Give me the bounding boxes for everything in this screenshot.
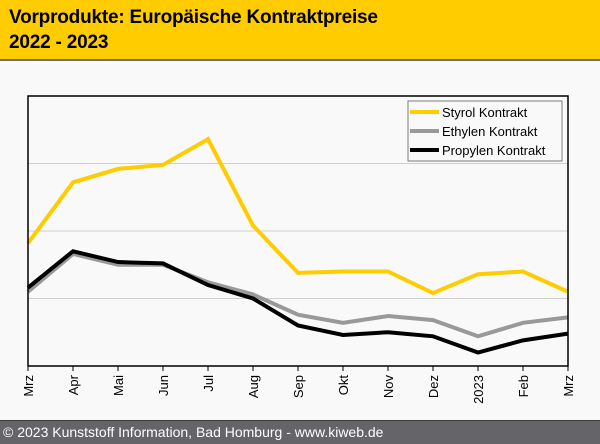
legend-label: Ethylen Kontrakt <box>442 124 538 139</box>
series-line-styrol-kontrakt <box>26 136 569 296</box>
x-tick-label: Sep <box>291 375 306 398</box>
copyright-footer: © 2023 Kunststoff Information, Bad Hombu… <box>0 420 600 444</box>
x-tick-label: Nov <box>381 375 396 399</box>
x-tick-label: Mrz <box>21 375 36 397</box>
x-tick-label: Jul <box>201 375 216 392</box>
chart-header: Vorprodukte: Europäische Kontraktpreise … <box>0 0 600 61</box>
line-chart: Mrz Apr Mai Jun Jul Aug Sep Okt Nov Dez 2023 Feb Mrz… <box>21 95 576 404</box>
x-axis: Mrz Apr Mai Jun Jul Aug Sep Okt Nov Dez 2023 Feb Mrz <box>21 366 576 404</box>
x-tick-label: Jun <box>156 375 171 396</box>
legend: Styrol Kontrakt Ethylen Kontrakt Propylen … <box>407 100 563 162</box>
series-lines <box>26 136 569 355</box>
x-tick-label: Okt <box>336 375 351 396</box>
chart-subtitle-years: 2022 - 2023 <box>9 32 109 53</box>
x-tick-label: 2023 <box>471 375 486 404</box>
copyright-text: © 2023 Kunststoff Information, Bad Hombu… <box>3 424 384 440</box>
x-tick-label: Apr <box>66 374 81 395</box>
legend-label: Propylen Kontrakt <box>442 143 546 158</box>
series-line-propylen-kontrakt <box>26 249 569 355</box>
x-tick-label: Aug <box>246 375 261 398</box>
x-tick-label: Dez <box>426 375 441 398</box>
x-tick-label: Feb <box>516 375 531 397</box>
chart-title: Vorprodukte: Europäische Kontraktpreise <box>9 7 378 28</box>
x-tick-label: Mai <box>111 375 126 396</box>
gridlines <box>28 163 568 299</box>
x-tick-label: Mrz <box>561 375 576 397</box>
legend-label: Styrol Kontrakt <box>442 105 528 120</box>
